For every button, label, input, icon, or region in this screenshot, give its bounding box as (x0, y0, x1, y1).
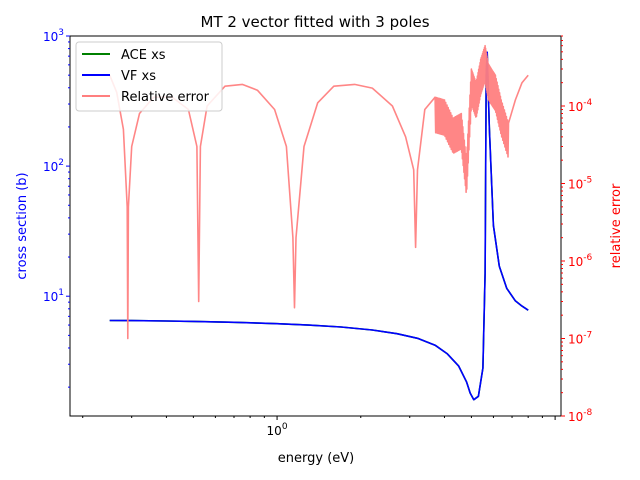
legend: ACE xs VF xs Relative error (75, 41, 223, 112)
series-line-relative-error (108, 44, 529, 340)
right-y-tick-label: 10-7 (568, 330, 592, 346)
right-y-tick-label: 10-8 (568, 408, 593, 424)
left-y-tick-label: 103 (43, 28, 64, 44)
x-tick-label: 100 (267, 422, 288, 438)
series-layer (108, 44, 529, 401)
right-y-axis: 10-8 10-7 10-6 10-5 10-4 (561, 35, 593, 424)
legend-box (75, 41, 223, 112)
right-y-tick-label: 10-6 (568, 253, 593, 269)
legend-label-ace: ACE xs (121, 48, 166, 63)
legend-label-vf: VF xs (121, 69, 156, 84)
series-line-vf-xs (109, 51, 529, 401)
left-y-tick-label: 102 (43, 158, 64, 174)
right-y-tick-label: 10-5 (568, 175, 592, 191)
x-axis: 100 (82, 416, 556, 438)
left-y-tick-label: 101 (43, 288, 64, 304)
right-y-tick-label: 10-4 (568, 98, 593, 114)
left-y-axis: 101 102 103 (43, 28, 70, 388)
chart-title: MT 2 vector fitted with 3 poles (200, 13, 429, 31)
plot-frame (69, 35, 562, 417)
right-y-axis-label: relative error (609, 183, 624, 268)
left-y-axis-label: cross section (b) (15, 172, 30, 279)
x-axis-label: energy (eV) (278, 451, 354, 466)
legend-label-relerr: Relative error (121, 90, 210, 105)
